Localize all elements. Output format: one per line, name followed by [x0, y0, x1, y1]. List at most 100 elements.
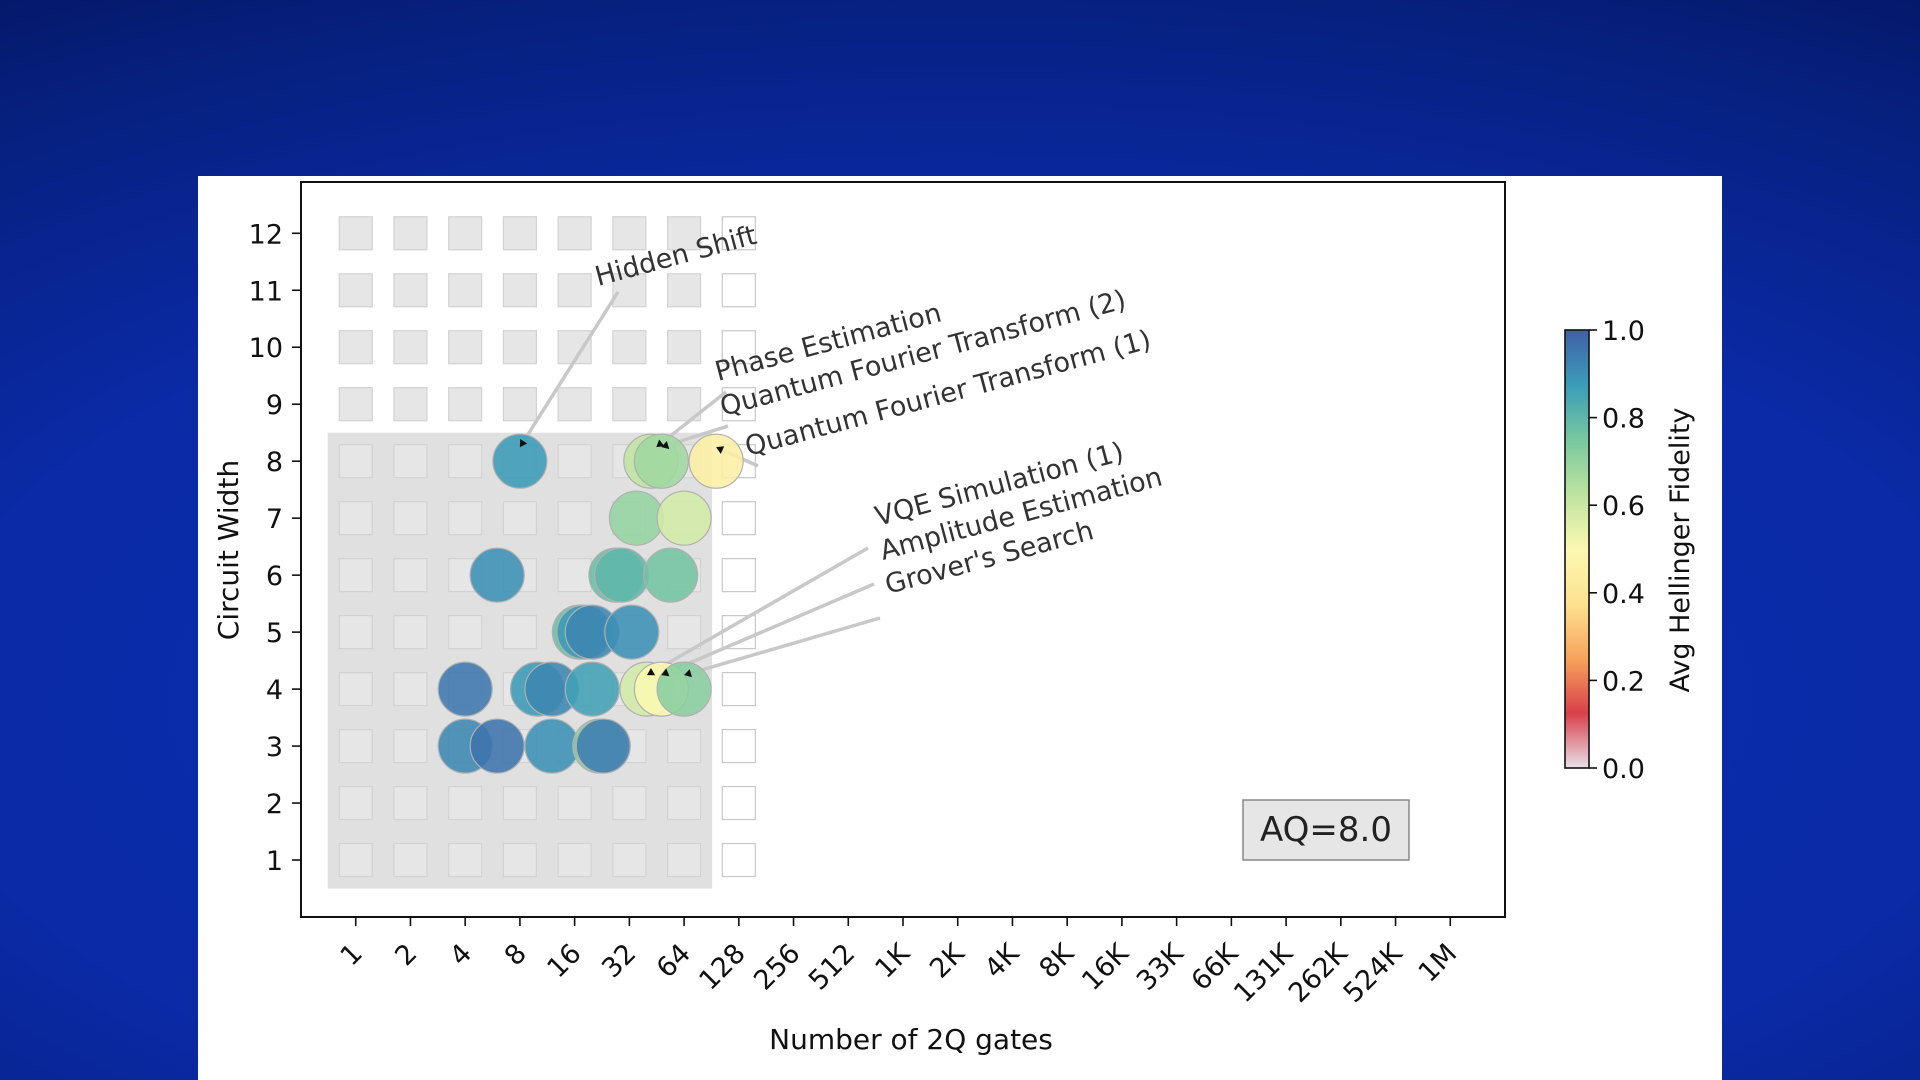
grid-square: [666, 273, 702, 308]
grid-square: [666, 728, 702, 764]
grid-square: [338, 216, 373, 251]
y-tick-label: 1: [266, 846, 283, 877]
x-tick-label: 2K: [924, 937, 972, 985]
grid-square: [557, 216, 592, 251]
grid-square: [721, 558, 756, 593]
grid-square: [612, 387, 647, 422]
data-point: [437, 661, 493, 717]
grid-square: [393, 785, 428, 821]
grid-square: [557, 387, 592, 422]
grid-square: [338, 728, 373, 764]
data-point: [575, 718, 631, 774]
grid-square: [502, 501, 538, 536]
colorbar: 0.0 0.2 0.4 0.6 0.8 1.0: [1564, 316, 1645, 785]
grid-square: [393, 501, 428, 536]
grid-square: [502, 842, 538, 878]
grid-square: [721, 785, 756, 821]
grid-square: [666, 615, 702, 650]
y-tick-label: 6: [266, 561, 283, 592]
annotation-line: [646, 546, 869, 677]
colorbar-tick-label: 0.4: [1602, 579, 1645, 610]
grid-square: [393, 387, 428, 422]
grid-square: [338, 273, 373, 308]
y-tick-label: 8: [266, 447, 283, 478]
grid-square: [338, 387, 373, 422]
colorbar-tick-label: 1.0: [1602, 316, 1645, 347]
data-point: [656, 661, 712, 717]
y-tick-label: 3: [266, 732, 283, 763]
annotation-arrowhead: [661, 441, 670, 450]
grid-square: [338, 785, 373, 821]
y-tick-label: 2: [266, 789, 283, 820]
grid-square: [338, 842, 373, 878]
x-axis-label: Number of 2Q gates: [769, 1023, 1053, 1056]
grid-square: [393, 558, 428, 593]
x-tick-label: 2: [389, 938, 423, 972]
grid-square: [393, 615, 428, 650]
colorbar-tick-label: 0.8: [1602, 404, 1645, 435]
grid-square: [557, 842, 592, 878]
grid-square: [448, 273, 483, 308]
grid-square: [666, 842, 702, 878]
x-tick-label: 1K: [869, 937, 917, 985]
grid-square: [393, 273, 428, 308]
annotation-line: [660, 582, 875, 677]
x-tick-label: 128: [693, 938, 751, 996]
data-point: [564, 661, 620, 717]
colorbar-label: Avg Hellinger Fidelity: [1665, 408, 1696, 693]
y-axis-label: Circuit Width: [212, 460, 245, 640]
x-tick-label: 131K: [1228, 937, 1300, 1009]
x-tick-label: 262K: [1283, 937, 1355, 1009]
annotation-arrowhead: [684, 669, 692, 678]
grid-square: [721, 671, 756, 707]
x-tick-label: 16K: [1076, 937, 1136, 997]
grid-square: [448, 330, 483, 365]
colorbar-tick-label: 0.6: [1602, 491, 1645, 522]
data-point: [469, 718, 525, 774]
annotation-arrows: [519, 439, 725, 678]
grid-square: [502, 330, 538, 365]
grid-square: [338, 671, 373, 707]
x-tick-label: 16: [541, 938, 587, 984]
annotation-arrowhead: [661, 668, 670, 677]
grid-square: [721, 387, 756, 422]
x-tick-label: 256: [748, 938, 806, 996]
grid-square: [721, 216, 756, 251]
grid-square: [666, 216, 702, 251]
annotation-arrowhead: [646, 667, 656, 676]
y-tick-label: 10: [249, 333, 283, 364]
grid-square: [338, 558, 373, 593]
colorbar-tick-label: 0.2: [1602, 666, 1645, 697]
grid-square: [502, 387, 538, 422]
grid-square: [502, 785, 538, 821]
data-point: [604, 604, 660, 660]
grid-square: [338, 444, 373, 479]
data-points: [437, 433, 744, 774]
grid-square: [721, 273, 756, 308]
data-point: [524, 718, 580, 774]
grid-square: [502, 216, 538, 251]
grid-square: [612, 216, 647, 251]
grid-square: [338, 501, 373, 536]
x-tick-label: 524K: [1338, 937, 1410, 1009]
x-tick-label: 4K: [979, 937, 1027, 985]
annotation-arrowhead: [656, 439, 665, 448]
aq-box: AQ=8.0: [1242, 799, 1410, 861]
annotation-line: [683, 616, 881, 677]
grid-square: [612, 330, 647, 365]
y-tick-label: 5: [266, 618, 283, 649]
grid-square: [557, 785, 592, 821]
grid-square: [612, 273, 647, 308]
x-tick-label: 32: [596, 938, 642, 984]
data-point: [643, 547, 699, 603]
grid-square: [666, 785, 702, 821]
grid-square: [721, 728, 756, 764]
grid-square: [393, 728, 428, 764]
grid-square: [448, 785, 483, 821]
grid-square: [338, 615, 373, 650]
annotation-arrowhead: [716, 446, 725, 454]
annotation-line: [518, 291, 620, 449]
x-tick-label: 1M: [1413, 938, 1464, 989]
y-tick-label: 4: [266, 675, 283, 706]
